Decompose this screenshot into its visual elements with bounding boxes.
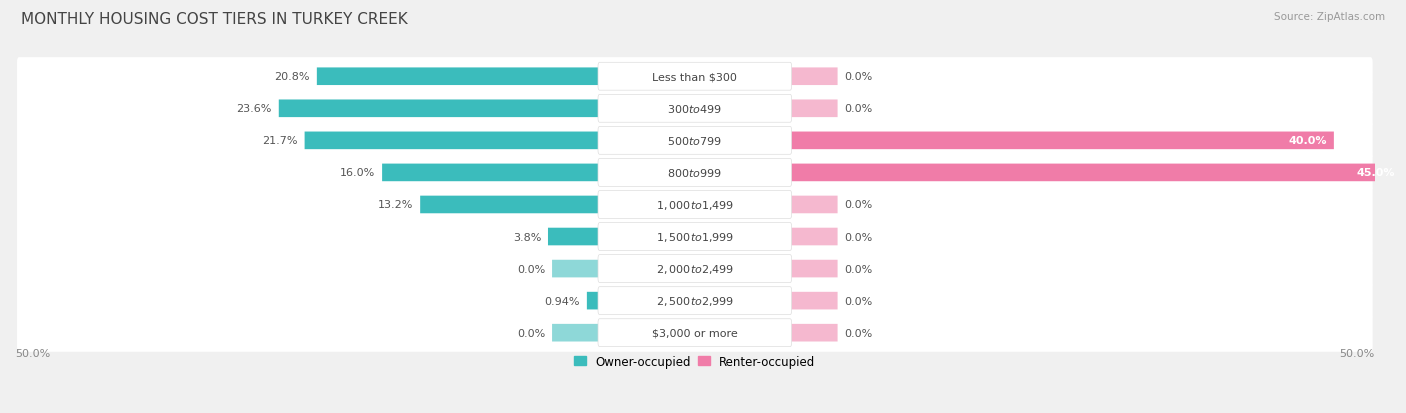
- Text: $2,000 to $2,499: $2,000 to $2,499: [655, 262, 734, 275]
- FancyBboxPatch shape: [598, 63, 792, 91]
- FancyBboxPatch shape: [382, 164, 599, 182]
- FancyBboxPatch shape: [790, 196, 838, 214]
- FancyBboxPatch shape: [790, 260, 838, 278]
- FancyBboxPatch shape: [586, 292, 599, 310]
- Text: 13.2%: 13.2%: [378, 200, 413, 210]
- Text: 0.0%: 0.0%: [845, 104, 873, 114]
- FancyBboxPatch shape: [553, 324, 599, 342]
- FancyBboxPatch shape: [17, 314, 1372, 352]
- FancyBboxPatch shape: [790, 228, 838, 246]
- FancyBboxPatch shape: [598, 127, 792, 155]
- FancyBboxPatch shape: [278, 100, 599, 118]
- FancyBboxPatch shape: [598, 319, 792, 347]
- Text: 0.0%: 0.0%: [845, 296, 873, 306]
- Text: 0.0%: 0.0%: [517, 264, 546, 274]
- Text: 0.0%: 0.0%: [845, 264, 873, 274]
- Legend: Owner-occupied, Renter-occupied: Owner-occupied, Renter-occupied: [569, 350, 820, 373]
- Text: 21.7%: 21.7%: [263, 136, 298, 146]
- FancyBboxPatch shape: [17, 250, 1372, 288]
- Text: 16.0%: 16.0%: [340, 168, 375, 178]
- FancyBboxPatch shape: [17, 58, 1372, 96]
- Text: $500 to $799: $500 to $799: [668, 135, 723, 147]
- Text: 0.0%: 0.0%: [845, 232, 873, 242]
- FancyBboxPatch shape: [17, 154, 1372, 192]
- Text: 23.6%: 23.6%: [236, 104, 271, 114]
- Text: $1,500 to $1,999: $1,500 to $1,999: [655, 230, 734, 243]
- Text: 3.8%: 3.8%: [513, 232, 541, 242]
- FancyBboxPatch shape: [17, 90, 1372, 128]
- Text: 0.0%: 0.0%: [517, 328, 546, 338]
- Text: 40.0%: 40.0%: [1288, 136, 1327, 146]
- FancyBboxPatch shape: [548, 228, 599, 246]
- Text: 0.0%: 0.0%: [845, 328, 873, 338]
- FancyBboxPatch shape: [305, 132, 599, 150]
- FancyBboxPatch shape: [17, 122, 1372, 160]
- FancyBboxPatch shape: [17, 282, 1372, 320]
- FancyBboxPatch shape: [790, 132, 1334, 150]
- Text: MONTHLY HOUSING COST TIERS IN TURKEY CREEK: MONTHLY HOUSING COST TIERS IN TURKEY CRE…: [21, 12, 408, 27]
- FancyBboxPatch shape: [790, 164, 1402, 182]
- Text: $300 to $499: $300 to $499: [668, 103, 723, 115]
- Text: $1,000 to $1,499: $1,000 to $1,499: [655, 199, 734, 211]
- Text: Source: ZipAtlas.com: Source: ZipAtlas.com: [1274, 12, 1385, 22]
- Text: 50.0%: 50.0%: [15, 349, 51, 358]
- FancyBboxPatch shape: [316, 68, 599, 86]
- Text: 0.94%: 0.94%: [544, 296, 581, 306]
- FancyBboxPatch shape: [790, 68, 838, 86]
- FancyBboxPatch shape: [420, 196, 599, 214]
- FancyBboxPatch shape: [598, 159, 792, 187]
- Text: $800 to $999: $800 to $999: [668, 167, 723, 179]
- Text: $3,000 or more: $3,000 or more: [652, 328, 738, 338]
- Text: $2,500 to $2,999: $2,500 to $2,999: [655, 294, 734, 307]
- Text: 0.0%: 0.0%: [845, 72, 873, 82]
- FancyBboxPatch shape: [17, 218, 1372, 256]
- FancyBboxPatch shape: [553, 260, 599, 278]
- FancyBboxPatch shape: [598, 255, 792, 283]
- Text: 50.0%: 50.0%: [1340, 349, 1375, 358]
- FancyBboxPatch shape: [790, 324, 838, 342]
- Text: 45.0%: 45.0%: [1357, 168, 1395, 178]
- FancyBboxPatch shape: [17, 186, 1372, 224]
- FancyBboxPatch shape: [790, 100, 838, 118]
- FancyBboxPatch shape: [598, 95, 792, 123]
- FancyBboxPatch shape: [598, 287, 792, 315]
- Text: Less than $300: Less than $300: [652, 72, 737, 82]
- FancyBboxPatch shape: [598, 223, 792, 251]
- FancyBboxPatch shape: [598, 191, 792, 219]
- FancyBboxPatch shape: [790, 292, 838, 310]
- Text: 0.0%: 0.0%: [845, 200, 873, 210]
- Text: 20.8%: 20.8%: [274, 72, 311, 82]
